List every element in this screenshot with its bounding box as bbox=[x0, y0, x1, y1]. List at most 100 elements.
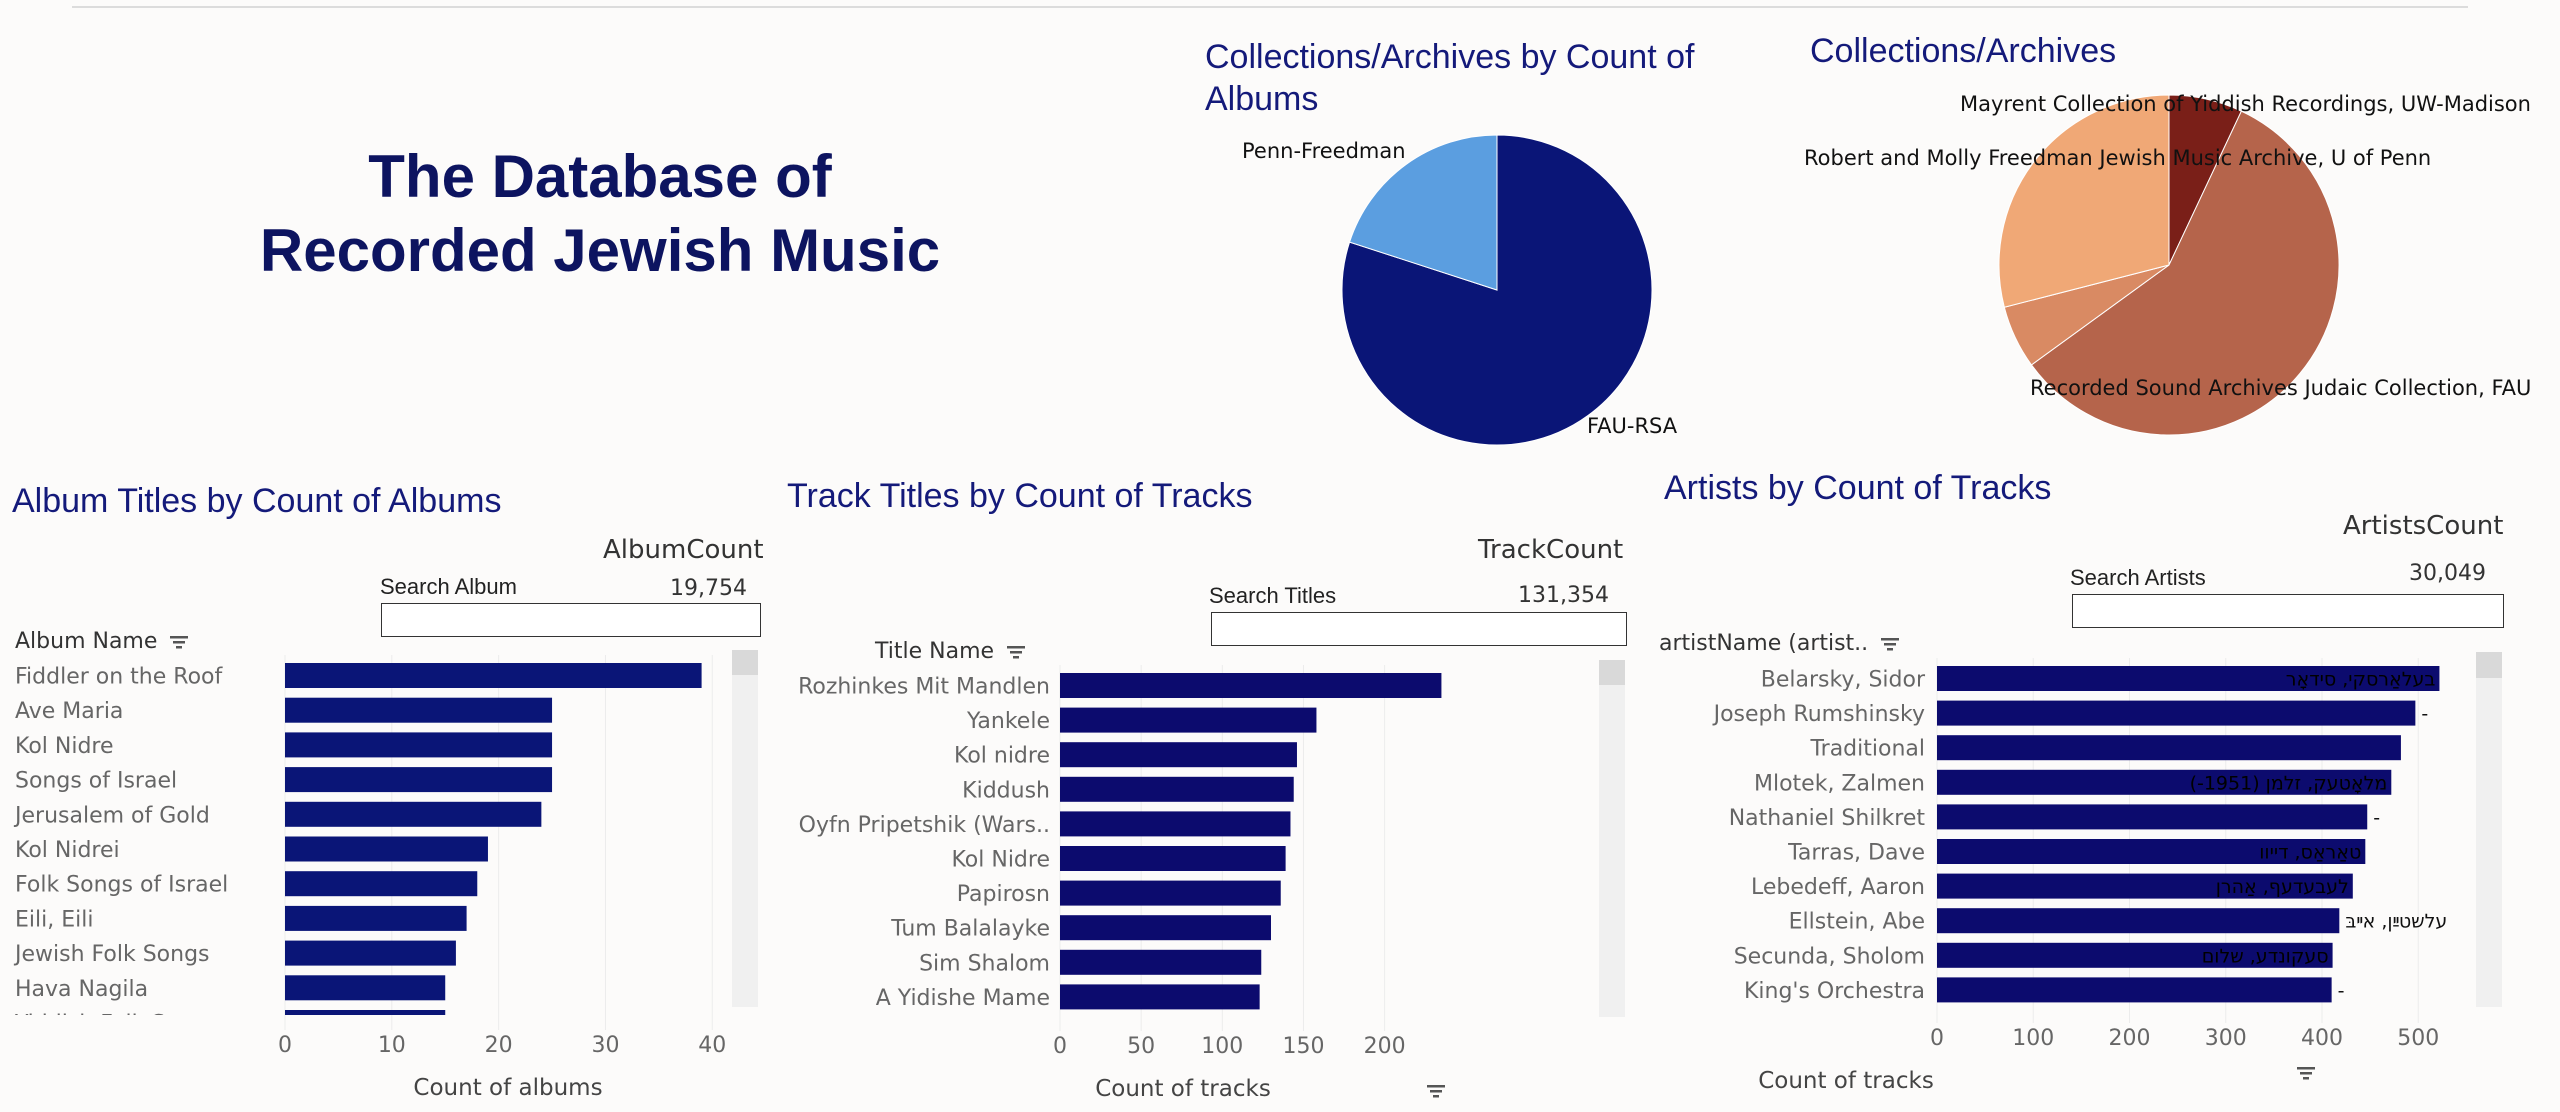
dashboard-title: The Database of Recorded Jewish Music bbox=[150, 140, 1050, 288]
tracks-count-value: 131,354 bbox=[1518, 583, 1609, 608]
bar[interactable] bbox=[1060, 915, 1271, 941]
row-label: Mlotek, Zalmen bbox=[1754, 771, 1925, 796]
bar[interactable] bbox=[285, 905, 467, 931]
bar[interactable] bbox=[285, 767, 553, 793]
artists-bar-chart[interactable]: Belarsky, Sidor בעלאַרסקי, סידאָר Joseph R… bbox=[1650, 650, 2540, 1100]
data-label: עלשטײַן, אײבּ bbox=[2345, 911, 2447, 933]
bar[interactable] bbox=[285, 732, 553, 758]
row-label: Oyfn Pripetshik (Wars.. bbox=[799, 813, 1050, 838]
pie-albums-chart[interactable]: FAU-RSA Penn-Freedman bbox=[1230, 120, 1790, 460]
scrollbar[interactable] bbox=[1599, 660, 1625, 1017]
row-label: Nathaniel Shilkret bbox=[1729, 806, 1926, 831]
pie-albums-title: Collections/Archives by Count of Albums bbox=[1205, 38, 1695, 118]
bar[interactable] bbox=[285, 801, 542, 827]
pie-slice-label: FAU-RSA bbox=[1587, 414, 1678, 438]
bar[interactable] bbox=[1060, 776, 1294, 802]
bar[interactable] bbox=[1937, 804, 2368, 830]
artists-column-header[interactable]: artistName (artist.. bbox=[1659, 631, 1900, 656]
scrollbar[interactable] bbox=[2476, 652, 2502, 1007]
data-label: בעלאַרסקי, סידאָר bbox=[2286, 669, 2436, 691]
bar[interactable] bbox=[1060, 707, 1317, 733]
bar[interactable] bbox=[1060, 880, 1281, 906]
pie-slice[interactable] bbox=[1998, 94, 2170, 308]
bar[interactable] bbox=[285, 663, 702, 688]
bar[interactable] bbox=[1937, 942, 2333, 968]
row-label: Ellstein, Abe bbox=[1789, 910, 1925, 935]
x-tick-label: 500 bbox=[2397, 1026, 2439, 1051]
bar[interactable] bbox=[1060, 846, 1286, 871]
row-label: A Yidishe Mame bbox=[876, 986, 1050, 1011]
tracks-bar-chart[interactable]: Rozhinkes Mit Mandlen Yankele Kol nidre Kid… bbox=[775, 660, 1635, 1110]
bar[interactable] bbox=[1937, 908, 2340, 934]
pie-slice-label: Recorded Sound Archives Judaic Collectio… bbox=[2030, 376, 2531, 400]
row-label: Jerusalem of Gold bbox=[13, 803, 210, 828]
row-label: Tum Balalayke bbox=[890, 917, 1050, 942]
pie-collections-title: Collections/Archives bbox=[1810, 32, 2117, 70]
x-tick-label: 40 bbox=[698, 1033, 726, 1058]
sort-icon[interactable] bbox=[1007, 645, 1026, 659]
bar[interactable] bbox=[1937, 769, 2392, 795]
bar[interactable] bbox=[285, 1010, 446, 1035]
x-tick-label: 0 bbox=[1930, 1026, 1944, 1051]
bar[interactable] bbox=[1060, 949, 1262, 975]
scrollbar[interactable] bbox=[732, 650, 758, 1007]
row-label: Kol nidre bbox=[954, 744, 1050, 769]
row-label: Traditional bbox=[1809, 737, 1925, 762]
scrollbar-thumb[interactable] bbox=[732, 650, 758, 675]
pie-collections-chart[interactable]: Mayrent Collection of Yiddish Recordings… bbox=[1790, 80, 2550, 450]
data-label: - bbox=[2373, 807, 2380, 829]
pie-slice[interactable] bbox=[1341, 134, 1653, 446]
bar[interactable] bbox=[1060, 811, 1291, 837]
tracks-sheet-title: Track Titles by Count of Tracks bbox=[787, 477, 1253, 515]
bar[interactable] bbox=[285, 871, 478, 897]
title-line-2: Recorded Jewish Music bbox=[259, 217, 941, 284]
tracks-column-header[interactable]: Title Name bbox=[875, 639, 1026, 664]
row-label: Eili, Eili bbox=[15, 907, 93, 932]
tracks-header-label: Title Name bbox=[875, 639, 995, 664]
bar[interactable] bbox=[1060, 742, 1297, 768]
data-label: סעקונדע, שלום bbox=[2202, 945, 2329, 967]
pie-slice-label: Mayrent Collection of Yiddish Recordings… bbox=[1960, 92, 2531, 116]
row-label: Songs of Israel bbox=[15, 769, 177, 794]
artists-search-label: Search Artists bbox=[2070, 565, 2206, 590]
tracks-param-title: TrackCount bbox=[1478, 535, 1624, 565]
sort-icon[interactable] bbox=[170, 635, 189, 649]
row-label: Folk Songs of Israel bbox=[15, 873, 228, 898]
sort-icon[interactable] bbox=[1881, 637, 1900, 651]
scrollbar-thumb[interactable] bbox=[1599, 660, 1625, 685]
sort-icon[interactable] bbox=[1427, 1085, 1445, 1098]
x-tick-label: 400 bbox=[2301, 1026, 2343, 1051]
x-tick-label: 200 bbox=[2109, 1026, 2151, 1051]
bar[interactable] bbox=[1937, 700, 2416, 726]
albums-header-label: Album Name bbox=[15, 629, 158, 654]
bar[interactable] bbox=[1937, 839, 2366, 864]
bar[interactable] bbox=[1060, 673, 1442, 698]
bar[interactable] bbox=[285, 697, 553, 723]
row-label: Sim Shalom bbox=[919, 951, 1050, 976]
bar[interactable] bbox=[1060, 984, 1260, 1010]
scrollbar-thumb[interactable] bbox=[2476, 652, 2502, 678]
pie-slice[interactable] bbox=[1348, 134, 1498, 291]
bar[interactable] bbox=[1937, 873, 2353, 899]
bar[interactable] bbox=[1937, 977, 2332, 1003]
row-label: Fiddler on the Roof bbox=[15, 665, 223, 690]
sort-icon[interactable] bbox=[2297, 1067, 2315, 1080]
pie-slice[interactable] bbox=[2030, 110, 2340, 436]
albums-bar-chart[interactable]: Fiddler on the Roof Ave Maria Kol Nidre Son… bbox=[0, 650, 770, 1110]
albums-search-input[interactable] bbox=[381, 603, 761, 637]
row-label: Secunda, Sholom bbox=[1734, 944, 1925, 969]
bar[interactable] bbox=[285, 940, 456, 966]
bar[interactable] bbox=[1937, 666, 2440, 691]
x-axis-title: Count of tracks bbox=[1758, 1068, 1934, 1094]
x-tick-label: 0 bbox=[1053, 1034, 1067, 1059]
bar[interactable] bbox=[285, 836, 488, 862]
bar[interactable] bbox=[1937, 735, 2401, 761]
albums-search-label: Search Album bbox=[380, 574, 517, 599]
row-label: Hava Nagila bbox=[15, 977, 148, 1002]
albums-count-value: 19,754 bbox=[670, 576, 747, 601]
row-label: Kol Nidre bbox=[951, 848, 1050, 873]
bar[interactable] bbox=[285, 975, 446, 1001]
artists-search-input[interactable] bbox=[2072, 594, 2504, 628]
tracks-search-input[interactable] bbox=[1211, 612, 1627, 646]
albums-column-header[interactable]: Album Name bbox=[15, 629, 189, 654]
